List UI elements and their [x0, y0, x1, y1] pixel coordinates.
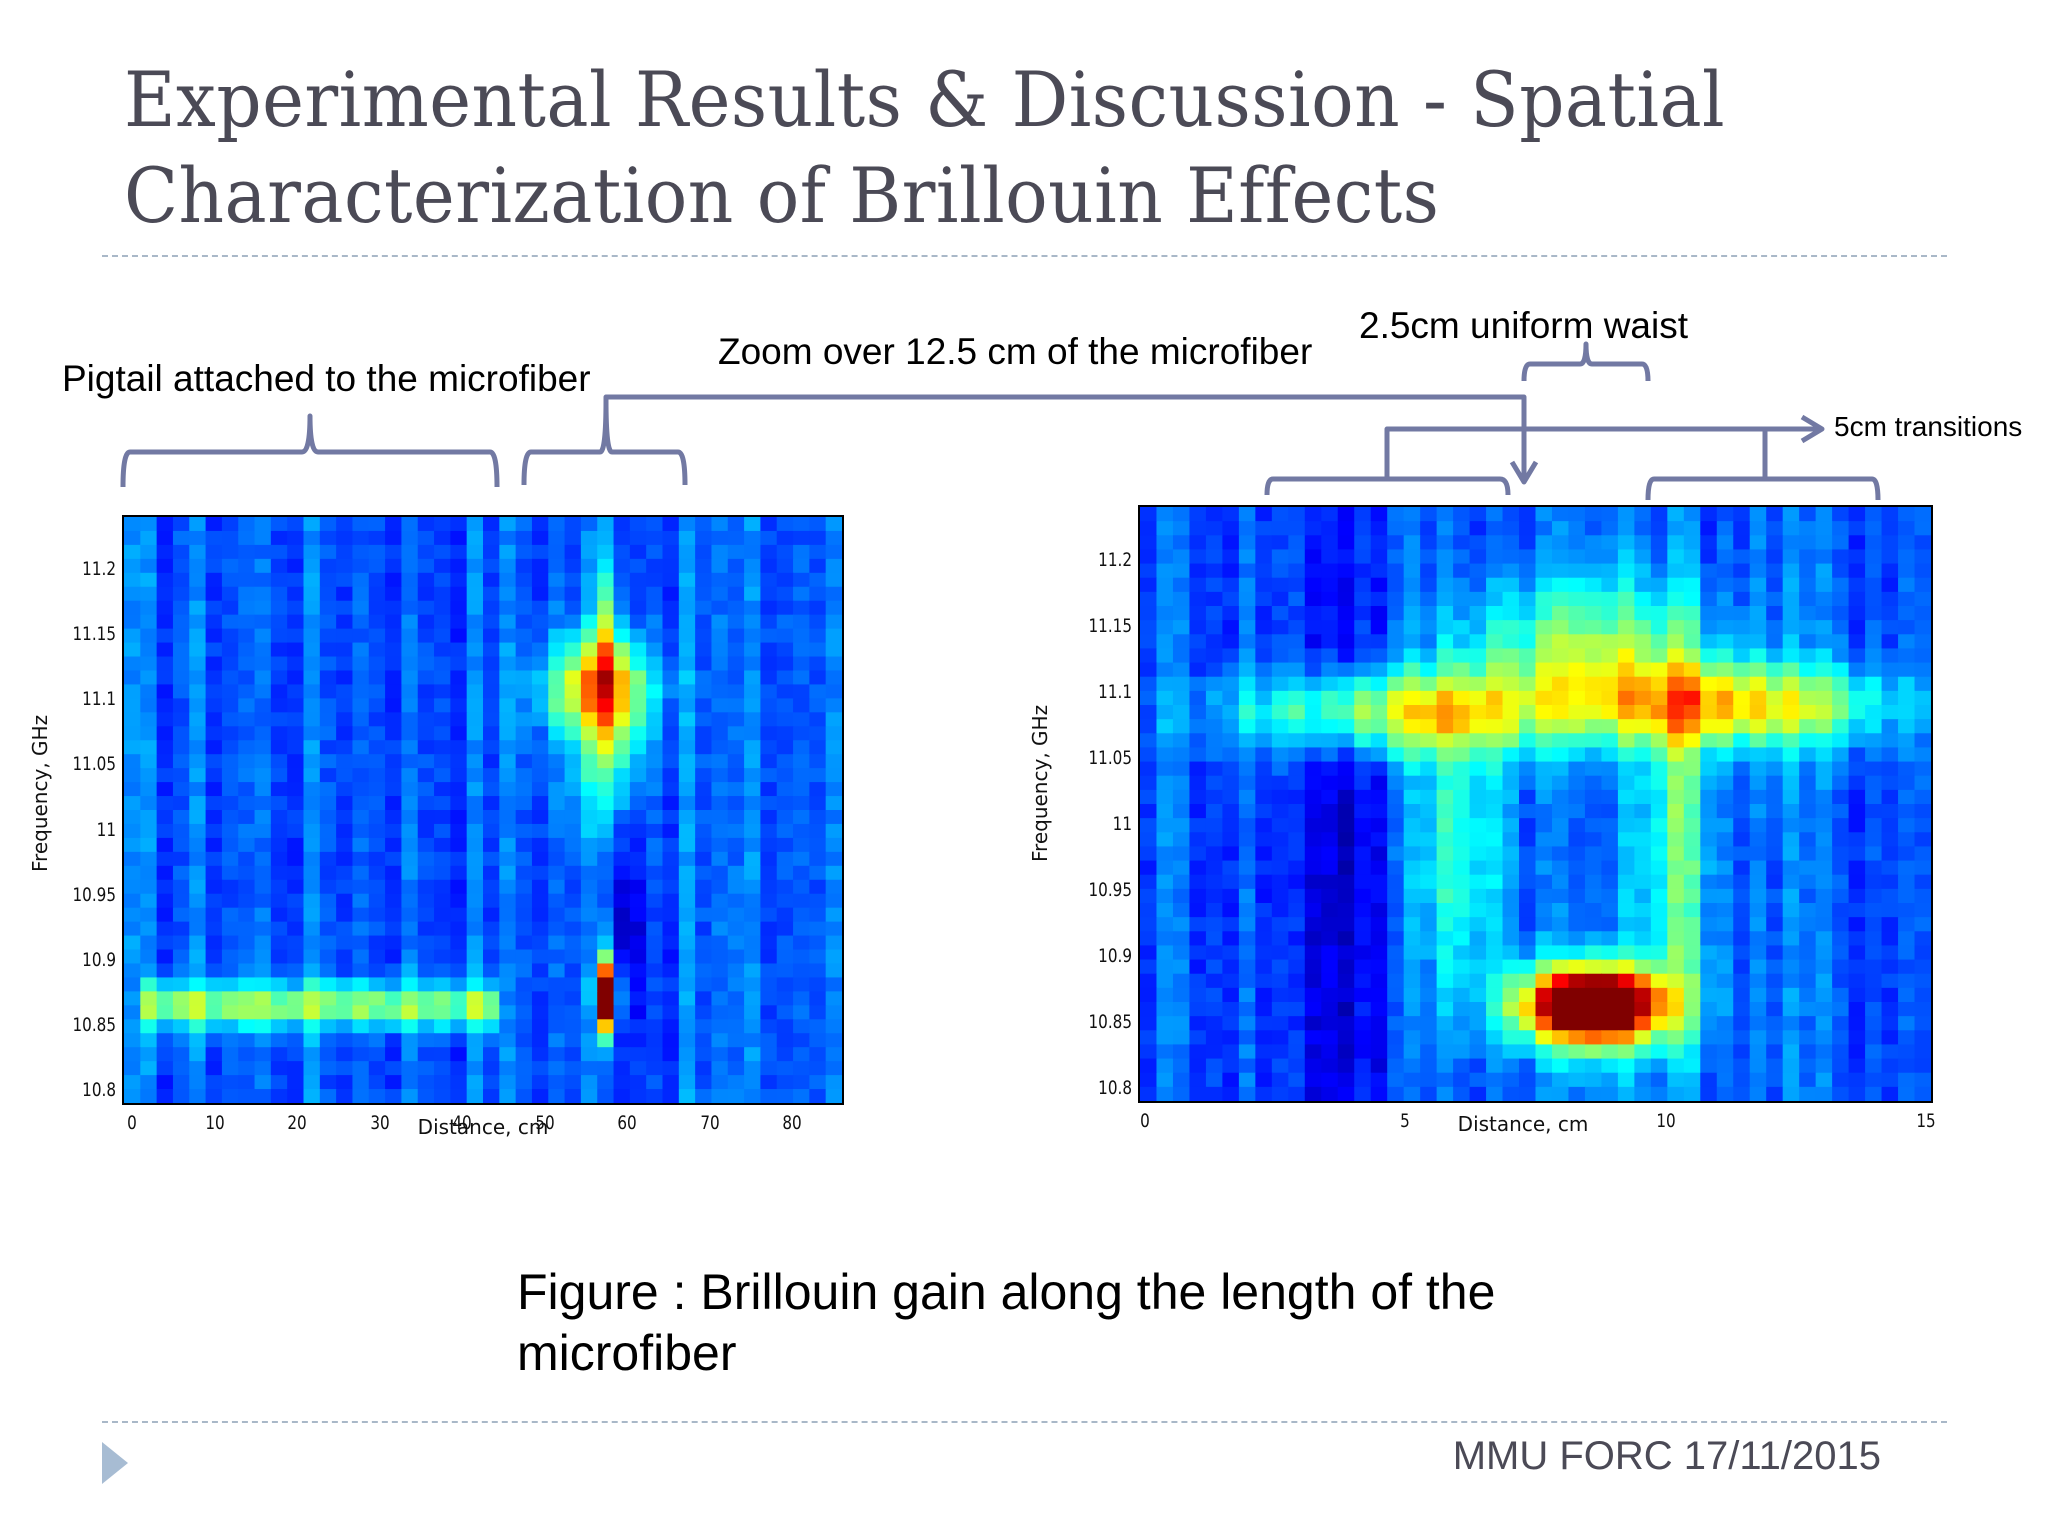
x-tick-label: 30 — [370, 1112, 390, 1134]
zoom-connector-line — [603, 394, 1527, 480]
slide-title-line-1: Experimental Results & Discussion - Spat… — [124, 55, 1726, 144]
x-tick-label: 40 — [452, 1112, 473, 1134]
y-tick-label: 10.8 — [1098, 1076, 1132, 1099]
y-tick-label: 11.05 — [1088, 746, 1132, 769]
y-tick-label: 11.1 — [1098, 680, 1132, 703]
y-tick-label: 11.15 — [1088, 614, 1132, 637]
x-tick-label: 70 — [700, 1112, 720, 1134]
left-chart: 11.2 11.15 11.1 11.05 11 10.95 10.9 10.85 10.8 0… — [0, 500, 880, 1150]
waist-brace-icon — [1521, 341, 1651, 382]
pigtail-brace-icon — [120, 413, 500, 488]
footer-divider — [102, 1421, 1947, 1423]
transitions-line — [1384, 426, 1818, 477]
right-heatmap-plot — [1138, 505, 1933, 1103]
right-heatmap-cells — [1140, 507, 1931, 1101]
x-tick-label: 0 — [127, 1112, 138, 1134]
x-tick-label: 0 — [1140, 1110, 1151, 1132]
footer-text: MMU FORC 17/11/2015 — [1452, 1434, 1881, 1478]
pigtail-annotation: Pigtail attached to the microfiber — [62, 358, 591, 399]
y-tick-label: 11.2 — [1098, 548, 1132, 571]
triangle-bullet-icon — [102, 1442, 128, 1484]
y-tick-label: 10.9 — [1098, 944, 1132, 967]
x-tick-label: 20 — [287, 1112, 307, 1134]
figure-caption: Figure : Brillouin gain along the length… — [517, 1262, 1495, 1384]
slide-title: Experimental Results & Discussion - Spat… — [124, 52, 1725, 244]
y-tick-label: 10.85 — [1088, 1010, 1132, 1033]
caption-line-2: microfiber — [517, 1325, 737, 1381]
waist-annotation: 2.5cm uniform waist — [1359, 305, 1688, 346]
y-tick-label: 11.2 — [82, 558, 116, 581]
x-tick-label: 10 — [205, 1112, 225, 1134]
right-y-axis-label: Frequency, GHz — [1028, 704, 1052, 862]
zoom-arrowhead-icon — [1509, 460, 1539, 485]
y-tick-label: 10.9 — [82, 948, 116, 971]
y-tick-label: 11.1 — [82, 688, 116, 711]
right-transition-brace-icon — [1645, 476, 1881, 501]
y-tick-label: 11 — [96, 818, 116, 841]
y-tick-label: 10.85 — [72, 1013, 116, 1036]
title-divider — [102, 255, 1947, 257]
x-tick-label: 15 — [1916, 1110, 1936, 1132]
y-tick-label: 11 — [1112, 812, 1132, 835]
slide-title-line-2: Characterization of Brillouin Effects — [124, 151, 1440, 240]
caption-line-1: Figure : Brillouin gain along the length… — [517, 1264, 1496, 1320]
x-tick-label: 10 — [1655, 1110, 1676, 1132]
left-y-axis-label: Frequency, GHz — [28, 714, 52, 872]
left-heatmap-cells — [124, 517, 842, 1103]
y-tick-label: 10.8 — [82, 1078, 116, 1101]
left-x-axis-label: Distance, cm — [417, 1115, 549, 1139]
right-chart: 11.2 11.15 11.1 11.05 11 10.95 10.9 10.85 10.8 0… — [1020, 490, 2020, 1140]
right-x-axis-label: Distance, cm — [1457, 1112, 1589, 1136]
x-tick-label: 80 — [782, 1112, 803, 1134]
transitions-arrowhead-icon — [1800, 414, 1825, 444]
transitions-annotation: 5cm transitions — [1834, 411, 2023, 442]
x-tick-label: 60 — [617, 1112, 638, 1134]
left-transition-brace-icon — [1264, 476, 1511, 496]
y-tick-label: 10.95 — [72, 883, 116, 906]
zoom-region-brace-icon — [521, 397, 688, 486]
x-tick-label: 5 — [1400, 1110, 1411, 1132]
x-tick-label: 50 — [535, 1112, 555, 1134]
y-tick-label: 11.15 — [72, 623, 116, 646]
y-tick-label: 10.95 — [1088, 878, 1132, 901]
left-heatmap-plot — [122, 515, 844, 1105]
y-tick-label: 11.05 — [72, 753, 116, 776]
zoom-annotation: Zoom over 12.5 cm of the microfiber — [718, 331, 1313, 372]
